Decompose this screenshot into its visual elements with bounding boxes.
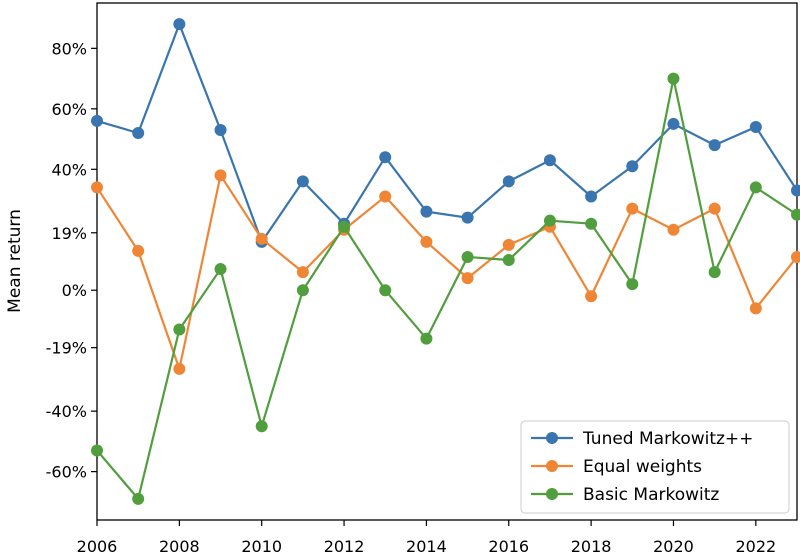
y-axis-title: Mean return xyxy=(5,209,25,313)
x-tick-label: 2020 xyxy=(653,537,694,556)
x-tick-label: 2008 xyxy=(159,537,200,556)
data-point-equal-weights xyxy=(297,266,309,278)
y-tick-label: -19% xyxy=(46,339,87,358)
data-point-equal-weights xyxy=(215,169,227,181)
x-tick-label: 2006 xyxy=(77,537,118,556)
y-tick-label: 19% xyxy=(51,224,87,243)
data-point-equal-weights xyxy=(91,181,103,193)
data-point-tuned-markowitz xyxy=(544,154,556,166)
legend-label: Basic Markowitz xyxy=(583,485,719,505)
data-point-equal-weights xyxy=(256,233,268,245)
data-point-tuned-markowitz xyxy=(791,184,800,196)
data-point-tuned-markowitz xyxy=(91,115,103,127)
y-tick-label: 0% xyxy=(62,281,87,300)
data-point-equal-weights xyxy=(462,272,474,284)
series-line-tuned-markowitz xyxy=(97,24,797,242)
data-point-equal-weights xyxy=(585,290,597,302)
y-tick-label: 60% xyxy=(51,100,87,119)
data-point-basic-markowitz xyxy=(462,251,474,263)
data-point-basic-markowitz xyxy=(667,73,679,85)
x-tick-label: 2016 xyxy=(488,537,529,556)
data-point-basic-markowitz xyxy=(256,420,268,432)
x-tick-label: 2018 xyxy=(571,537,612,556)
legend-swatch-marker xyxy=(546,488,558,500)
y-axis: -60% -40% -19% 0% 19% 40% 60% 80% xyxy=(46,39,97,481)
data-point-tuned-markowitz xyxy=(215,124,227,136)
y-tick-label: -60% xyxy=(46,463,87,482)
data-point-equal-weights xyxy=(379,190,391,202)
data-point-basic-markowitz xyxy=(585,218,597,230)
data-point-equal-weights xyxy=(503,239,515,251)
x-axis: 2006 2008 2010 2012 2014 2016 2018 2020 2022 xyxy=(77,520,777,556)
data-point-basic-markowitz xyxy=(544,215,556,227)
data-point-basic-markowitz xyxy=(379,284,391,296)
data-point-tuned-markowitz xyxy=(379,151,391,163)
legend-swatch-marker xyxy=(546,460,558,472)
series-equal-weights xyxy=(91,169,800,374)
legend-label: Equal weights xyxy=(583,457,702,477)
series-tuned-markowitz xyxy=(91,18,800,248)
data-point-basic-markowitz xyxy=(297,284,309,296)
data-point-tuned-markowitz xyxy=(173,18,185,30)
legend-label: Tuned Markowitz++ xyxy=(582,429,753,449)
x-tick-label: 2014 xyxy=(406,537,447,556)
data-point-basic-markowitz xyxy=(173,324,185,336)
x-tick-label: 2022 xyxy=(735,537,776,556)
data-point-tuned-markowitz xyxy=(709,139,721,151)
legend-swatch-marker xyxy=(546,432,558,444)
data-point-equal-weights xyxy=(132,245,144,257)
data-point-basic-markowitz xyxy=(420,333,432,345)
data-point-basic-markowitz xyxy=(709,266,721,278)
data-point-equal-weights xyxy=(709,203,721,215)
data-point-tuned-markowitz xyxy=(626,160,638,172)
x-tick-label: 2012 xyxy=(324,537,365,556)
legend: Tuned Markowitz++ Equal weights Basic Mark… xyxy=(521,421,789,513)
data-point-equal-weights xyxy=(626,203,638,215)
data-point-equal-weights xyxy=(173,363,185,375)
data-point-basic-markowitz xyxy=(503,254,515,266)
data-point-tuned-markowitz xyxy=(297,175,309,187)
data-point-basic-markowitz xyxy=(215,263,227,275)
data-point-tuned-markowitz xyxy=(132,127,144,139)
data-point-tuned-markowitz xyxy=(585,190,597,202)
data-point-tuned-markowitz xyxy=(420,206,432,218)
data-point-tuned-markowitz xyxy=(503,175,515,187)
data-point-basic-markowitz xyxy=(91,444,103,456)
data-point-equal-weights xyxy=(420,236,432,248)
data-point-basic-markowitz xyxy=(626,278,638,290)
data-point-basic-markowitz xyxy=(338,221,350,233)
data-point-basic-markowitz xyxy=(132,493,144,505)
y-tick-label: 40% xyxy=(51,160,87,179)
series-line-equal-weights xyxy=(97,175,797,368)
data-point-basic-markowitz xyxy=(750,181,762,193)
x-tick-label: 2010 xyxy=(241,537,282,556)
data-point-tuned-markowitz xyxy=(667,118,679,130)
data-point-tuned-markowitz xyxy=(750,121,762,133)
data-point-tuned-markowitz xyxy=(462,212,474,224)
y-tick-label: 80% xyxy=(51,39,87,58)
data-point-equal-weights xyxy=(750,302,762,314)
data-point-equal-weights xyxy=(667,224,679,236)
y-tick-label: -40% xyxy=(46,402,87,421)
